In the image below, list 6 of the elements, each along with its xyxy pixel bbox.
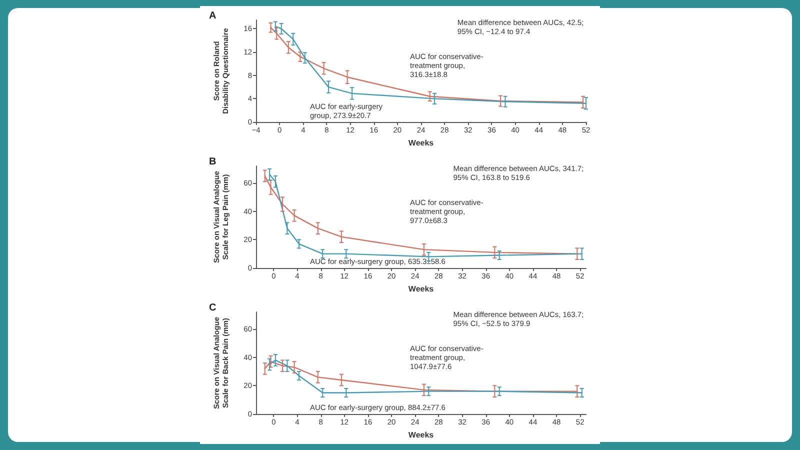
chart-title: B (209, 156, 216, 168)
x-axis-title: Weeks (408, 430, 434, 440)
x-axis-title: Weeks (408, 284, 434, 294)
chart-title: A (209, 10, 216, 22)
x-axis-title: Weeks (408, 138, 434, 148)
chart-title: C (209, 302, 216, 314)
